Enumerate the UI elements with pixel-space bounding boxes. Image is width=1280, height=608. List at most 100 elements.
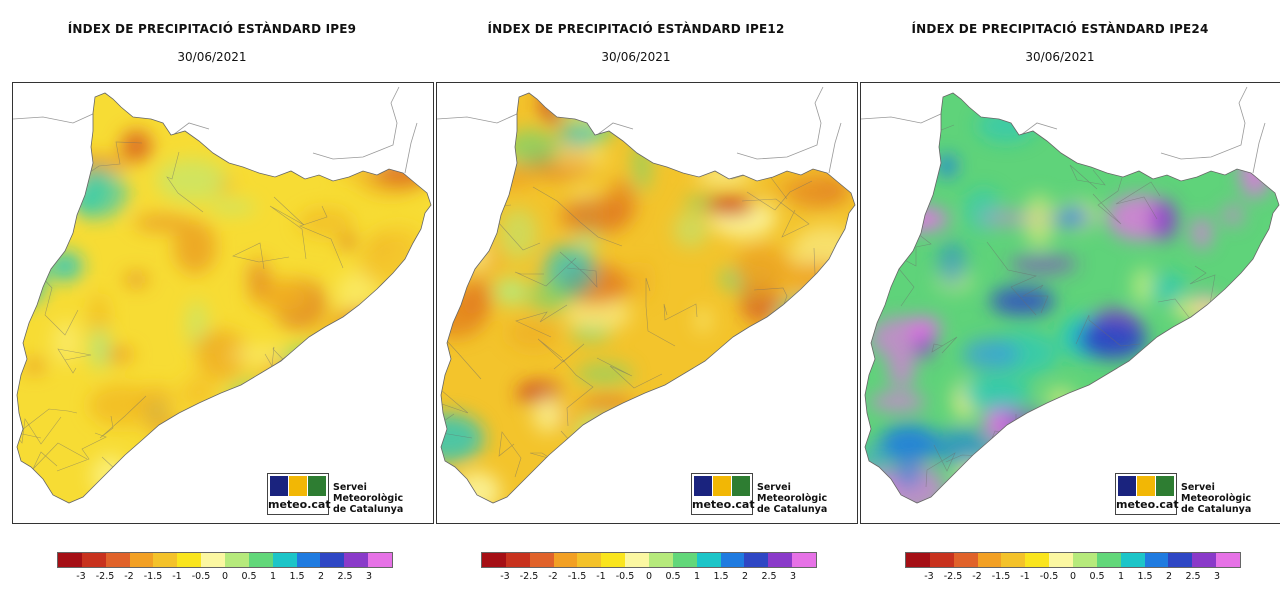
legend-tick-label: -2.5 xyxy=(95,571,115,582)
map-panel-ipe12: ÍNDEX DE PRECIPITACIÓ ESTÀNDARD IPE12 30… xyxy=(424,0,858,608)
legend-tick-label: 0.5 xyxy=(665,571,681,582)
index-field xyxy=(17,93,431,503)
legend-swatch xyxy=(649,553,673,567)
index-field xyxy=(441,93,855,503)
legend-tick-label: -2 xyxy=(972,571,982,582)
logo-cell-sun xyxy=(713,476,731,496)
logo-text: meteo.cat xyxy=(268,498,331,511)
legend-swatch xyxy=(344,553,369,567)
legend-swatch xyxy=(1025,553,1050,567)
legend-tick-label: -1.5 xyxy=(143,571,163,582)
legend-swatch xyxy=(58,553,82,567)
panel-title: ÍNDEX DE PRECIPITACIÓ ESTÀNDARD IPE9 xyxy=(67,22,357,36)
legend-swatch xyxy=(1144,553,1169,567)
map-frame[interactable]: meteo.cat Servei Meteorològic de Catalun… xyxy=(12,82,434,524)
panel-date: 30/06/2021 xyxy=(177,50,247,64)
legend-swatch xyxy=(105,553,130,567)
legend-swatch xyxy=(577,553,602,567)
catalonia-outline xyxy=(440,92,856,504)
logo-cell-blue xyxy=(1118,476,1136,496)
legend-swatch xyxy=(792,553,817,567)
color-legend: -3 -2.5 -2 -1.5 -1 -0.5 0 0.5 1 1.5 2 2.5 3 xyxy=(893,552,1253,592)
legend-tick-label: 1.5 xyxy=(289,571,305,582)
legend-swatch xyxy=(1120,553,1145,567)
legend-swatches xyxy=(57,552,393,568)
panel-title: ÍNDEX DE PRECIPITACIÓ ESTÀNDARD IPE12 xyxy=(487,22,785,36)
panel-date: 30/06/2021 xyxy=(1025,50,1095,64)
meteocat-logo: meteo.cat Servei Meteorològic de Catalun… xyxy=(1115,473,1275,517)
legend-swatch xyxy=(153,553,178,567)
legend-tick-label: 1.5 xyxy=(1137,571,1153,582)
legend-swatch xyxy=(201,553,226,567)
legend-tick-label: 0.5 xyxy=(1089,571,1105,582)
legend-swatch xyxy=(129,553,154,567)
legend-swatch xyxy=(1168,553,1193,567)
map-frame[interactable]: meteo.cat Servei Meteorològic de Catalun… xyxy=(436,82,858,524)
logo-mark: meteo.cat xyxy=(691,473,755,515)
legend-tick-label: 2 xyxy=(1165,571,1173,582)
logo-org-name: Servei Meteorològic de Catalunya xyxy=(757,482,828,515)
legend-swatch xyxy=(505,553,530,567)
legend-tick-label: -0.5 xyxy=(1039,571,1059,582)
legend-tick-label: 1 xyxy=(1117,571,1125,582)
legend-swatch xyxy=(1073,553,1097,567)
neighbor-border xyxy=(13,86,418,174)
legend-swatch xyxy=(482,553,506,567)
color-legend: -3 -2.5 -2 -1.5 -1 -0.5 0 0.5 1 1.5 2 2.5 3 xyxy=(469,552,829,592)
panel-title: ÍNDEX DE PRECIPITACIÓ ESTÀNDARD IPE24 xyxy=(911,22,1209,36)
legend-tick-label: -1 xyxy=(1020,571,1030,582)
logo-mark: meteo.cat xyxy=(267,473,331,515)
legend-tick-label: -1.5 xyxy=(567,571,587,582)
logo-mark: meteo.cat xyxy=(1115,473,1179,515)
color-legend: -3 -2.5 -2 -1.5 -1 -0.5 0 0.5 1 1.5 2 2.5 3 xyxy=(45,552,405,592)
map-frame[interactable]: meteo.cat Servei Meteorològic de Catalun… xyxy=(860,82,1280,524)
legend-swatch xyxy=(929,553,954,567)
logo-text: meteo.cat xyxy=(1116,498,1179,511)
legend-swatch xyxy=(225,553,249,567)
legend-tick-label: -3 xyxy=(500,571,510,582)
legend-swatch xyxy=(320,553,345,567)
legend-swatch xyxy=(1216,553,1241,567)
legend-tick-label: 0 xyxy=(645,571,653,582)
legend-swatch xyxy=(601,553,626,567)
legend-tick-label: 2 xyxy=(317,571,325,582)
legend-tick-label: -3 xyxy=(76,571,86,582)
legend-tick-label: 2.5 xyxy=(761,571,777,582)
catalonia-outline xyxy=(864,92,1280,504)
legend-tick-label: 0.5 xyxy=(241,571,257,582)
legend-swatch xyxy=(953,553,978,567)
legend-swatch xyxy=(768,553,793,567)
logo-org-name: Servei Meteorològic de Catalunya xyxy=(333,482,404,515)
legend-tick-label: 2.5 xyxy=(1185,571,1201,582)
logo-cell-green xyxy=(308,476,326,496)
legend-tick-label: 2.5 xyxy=(337,571,353,582)
legend-tick-label: -2 xyxy=(124,571,134,582)
legend-swatch xyxy=(696,553,721,567)
logo-org-name: Servei Meteorològic de Catalunya xyxy=(1181,482,1252,515)
legend-tick-label: -3 xyxy=(924,571,934,582)
legend-tick-label: -2 xyxy=(548,571,558,582)
panel-date: 30/06/2021 xyxy=(601,50,671,64)
legend-tick-label: -1 xyxy=(596,571,606,582)
legend-tick-label: 2 xyxy=(741,571,749,582)
legend-tick-label: -0.5 xyxy=(191,571,211,582)
legend-swatches xyxy=(905,552,1241,568)
legend-tick-label: 3 xyxy=(789,571,797,582)
legend-tick-label: 3 xyxy=(1213,571,1221,582)
legend-tick-label: 1.5 xyxy=(713,571,729,582)
map-panel-ipe24: ÍNDEX DE PRECIPITACIÓ ESTÀNDARD IPE24 30… xyxy=(848,0,1280,608)
logo-cell-green xyxy=(732,476,750,496)
logo-text: meteo.cat xyxy=(692,498,755,511)
meteocat-logo: meteo.cat Servei Meteorològic de Catalun… xyxy=(267,473,427,517)
legend-swatch xyxy=(672,553,697,567)
legend-swatch xyxy=(81,553,106,567)
legend-swatch xyxy=(625,553,650,567)
legend-swatch xyxy=(529,553,554,567)
meteocat-logo: meteo.cat Servei Meteorològic de Catalun… xyxy=(691,473,851,517)
legend-swatch xyxy=(977,553,1002,567)
legend-tick-label: -2.5 xyxy=(519,571,539,582)
legend-tick-label: -1 xyxy=(172,571,182,582)
catalonia-map xyxy=(13,86,432,504)
neighbor-border xyxy=(861,86,1266,174)
logo-cell-sun xyxy=(289,476,307,496)
